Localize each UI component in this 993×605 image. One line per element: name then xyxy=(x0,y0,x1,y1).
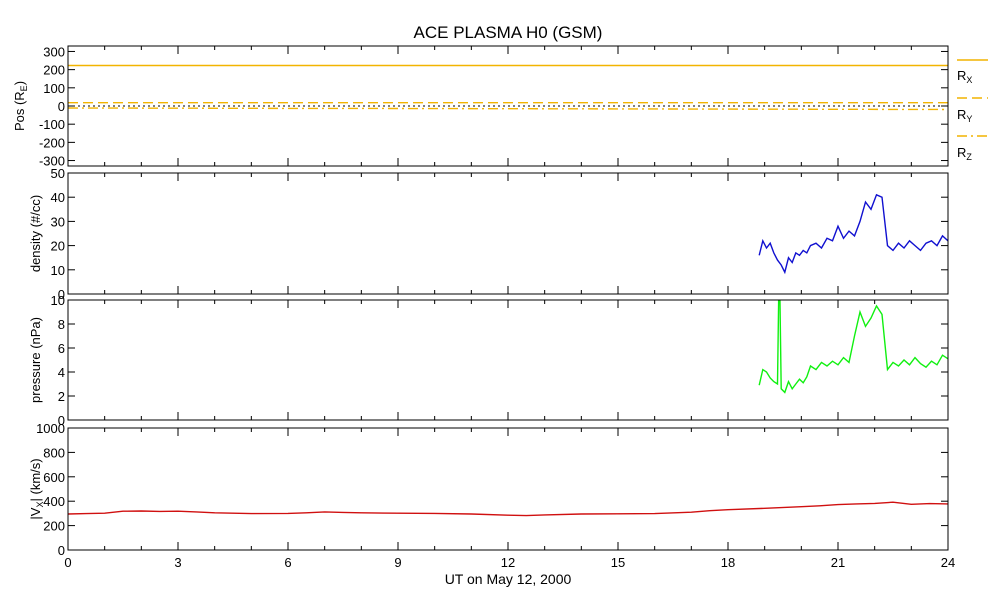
velocity-ytick-label: 1000 xyxy=(36,421,65,436)
pressure-ytick-label: 4 xyxy=(58,365,65,380)
pressure-ytick-label: 10 xyxy=(51,293,65,308)
density-frame xyxy=(67,172,949,295)
velocity-ylabel-close: | (km/s) xyxy=(28,458,43,501)
position-ytick-label: 300 xyxy=(43,44,65,59)
x-tick-label: 12 xyxy=(501,555,515,570)
density-series-line-0 xyxy=(758,193,948,275)
legend-label-1: RY xyxy=(957,107,972,124)
x-tick-label: 21 xyxy=(831,555,845,570)
x-tick-label: 6 xyxy=(284,555,291,570)
legend-label-main-1: R xyxy=(957,107,966,122)
velocity-series-line-0 xyxy=(68,501,948,517)
pressure-ytick-label: 2 xyxy=(58,389,65,404)
position-ytick-label: -300 xyxy=(39,154,65,169)
pressure-frame xyxy=(67,299,949,421)
legend-label-2: RZ xyxy=(957,145,972,162)
x-tick-label: 15 xyxy=(611,555,625,570)
velocity-ytick-label: 200 xyxy=(43,519,65,534)
legend-label-main-0: R xyxy=(957,68,966,83)
x-tick-label: 3 xyxy=(174,555,181,570)
velocity-ytick-label: 600 xyxy=(43,470,65,485)
velocity-ytick-label: 800 xyxy=(43,445,65,460)
velocity-frame xyxy=(67,427,949,551)
pressure-y-axis-label: pressure (nPa) xyxy=(28,317,43,403)
pressure-ytick-label: 0 xyxy=(58,413,65,428)
x-tick-label: 9 xyxy=(394,555,401,570)
velocity-ylabel-main: |V xyxy=(28,507,43,519)
density-ytick-label: 50 xyxy=(51,166,65,181)
legend-label-sub-0: X xyxy=(966,75,972,85)
legend-label-main-2: R xyxy=(957,145,966,160)
velocity-y-axis-label: |VX| (km/s) xyxy=(28,458,45,519)
velocity-ytick-label: 400 xyxy=(43,494,65,509)
legend-label-0: RX xyxy=(957,68,972,85)
pressure-ytick-label: 6 xyxy=(58,341,65,356)
x-tick-label: 24 xyxy=(941,555,955,570)
density-ytick-label: 10 xyxy=(51,263,65,278)
position-ylabel-close: ) xyxy=(12,81,27,85)
legend-label-sub-2: Z xyxy=(966,152,972,162)
density-ytick-label: 40 xyxy=(51,190,65,205)
chart-title: ACE PLASMA H0 (GSM) xyxy=(414,23,603,42)
position-ytick-label: 200 xyxy=(43,63,65,78)
density-y-axis-label: density (#/cc) xyxy=(28,195,43,272)
velocity-ylabel-sub: X xyxy=(35,502,45,508)
position-y-axis-label: Pos (RE) xyxy=(12,81,29,131)
x-tick-label: 0 xyxy=(64,555,71,570)
position-ytick-label: -200 xyxy=(39,135,65,150)
position-ytick-label: 0 xyxy=(58,99,65,114)
position-ylabel-main: Pos (R xyxy=(12,91,27,131)
x-tick-label: 18 xyxy=(721,555,735,570)
position-ytick-label: 100 xyxy=(43,81,65,96)
velocity-ytick-label: 0 xyxy=(58,543,65,558)
x-axis-label: UT on May 12, 2000 xyxy=(445,571,572,587)
pressure-series-line-0 xyxy=(758,300,948,394)
density-ytick-label: 0 xyxy=(58,287,65,302)
position-ytick-label: -100 xyxy=(39,117,65,132)
position-series-line-2 xyxy=(68,107,948,111)
legend-label-sub-1: Y xyxy=(966,114,972,124)
density-ytick-label: 30 xyxy=(51,214,65,229)
position-ylabel-sub: E xyxy=(19,85,29,91)
pressure-ytick-label: 8 xyxy=(58,317,65,332)
density-ytick-label: 20 xyxy=(51,239,65,254)
